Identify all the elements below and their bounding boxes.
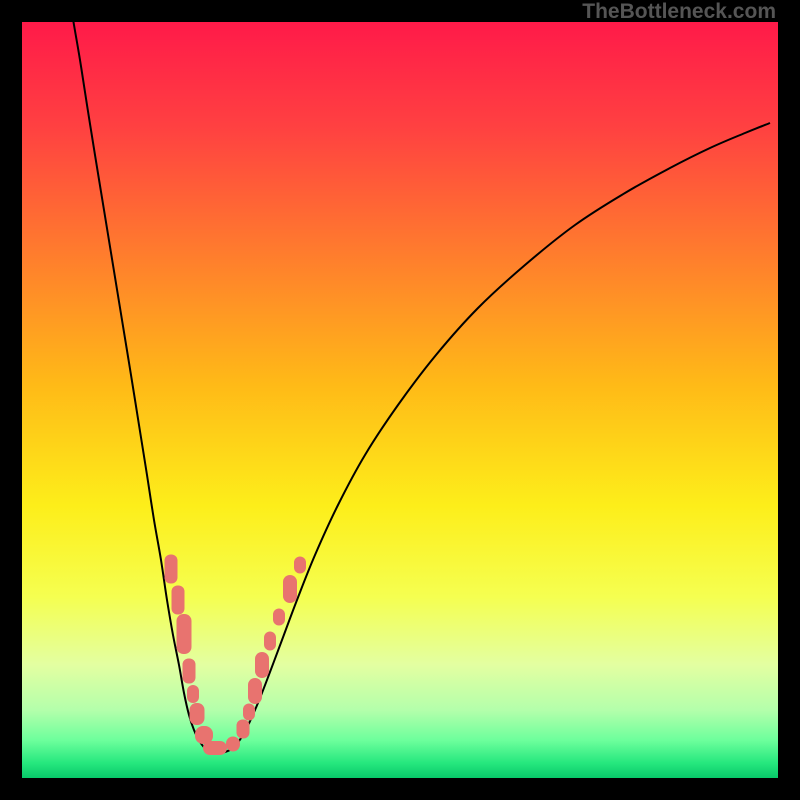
curve-marker <box>255 652 269 678</box>
curve-marker <box>187 685 199 703</box>
chart-border-bottom <box>0 778 800 800</box>
curve-marker <box>177 614 192 654</box>
curve-marker <box>264 632 276 651</box>
chart-border-right <box>778 0 800 800</box>
curve-marker <box>243 704 255 721</box>
curve-marker <box>273 609 285 626</box>
bottleneck-curve <box>22 22 778 778</box>
curve-marker <box>190 703 205 725</box>
curve-marker <box>183 659 196 684</box>
watermark-text: TheBottleneck.com <box>582 0 776 24</box>
curve-marker <box>283 575 297 603</box>
curve-marker <box>237 720 250 739</box>
chart-border-left <box>0 0 22 800</box>
curve-marker <box>294 557 306 574</box>
curve-marker <box>203 741 227 755</box>
curve-marker <box>226 737 240 752</box>
curve-marker <box>248 678 262 704</box>
curve-marker <box>165 555 178 584</box>
curve-marker <box>172 586 185 615</box>
